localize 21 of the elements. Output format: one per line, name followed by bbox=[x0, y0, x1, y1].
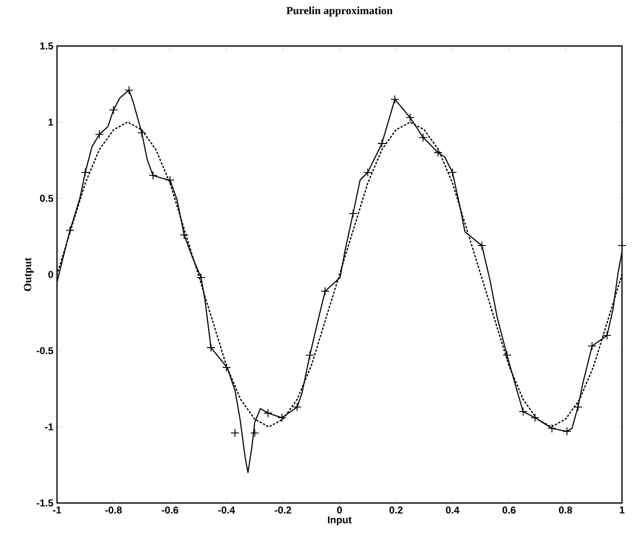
x-tick-label: 0.2 bbox=[389, 506, 403, 514]
x-tick-label: 0.8 bbox=[558, 506, 572, 514]
y-tick-label: -1.5 bbox=[36, 500, 54, 506]
x-tick-label: -0.2 bbox=[274, 506, 292, 514]
x-tick-label: -0.4 bbox=[218, 506, 236, 514]
x-tick-label: 0.4 bbox=[446, 506, 460, 514]
x-tick-label: -0.6 bbox=[162, 506, 178, 514]
x-tick-label: 0 bbox=[337, 506, 342, 514]
y-tick-label: -1 bbox=[45, 423, 54, 430]
y-tick-label: 0.5 bbox=[40, 194, 54, 202]
y-axis-title: Output bbox=[24, 258, 34, 292]
y-tick-label: -0.5 bbox=[36, 347, 54, 354]
x-tick-label: 1 bbox=[620, 506, 624, 514]
x-tick-label: 0.6 bbox=[502, 506, 516, 514]
x-tick-label: -0.8 bbox=[105, 506, 122, 514]
x-tick-label: -1 bbox=[52, 506, 62, 514]
x-axis-title: Input bbox=[328, 516, 352, 526]
chart-title: Purelin approximation bbox=[286, 6, 393, 16]
y-tick-label: 0 bbox=[48, 270, 54, 278]
y-tick-label: 1.5 bbox=[40, 42, 54, 50]
y-tick-label: 1 bbox=[48, 118, 54, 126]
